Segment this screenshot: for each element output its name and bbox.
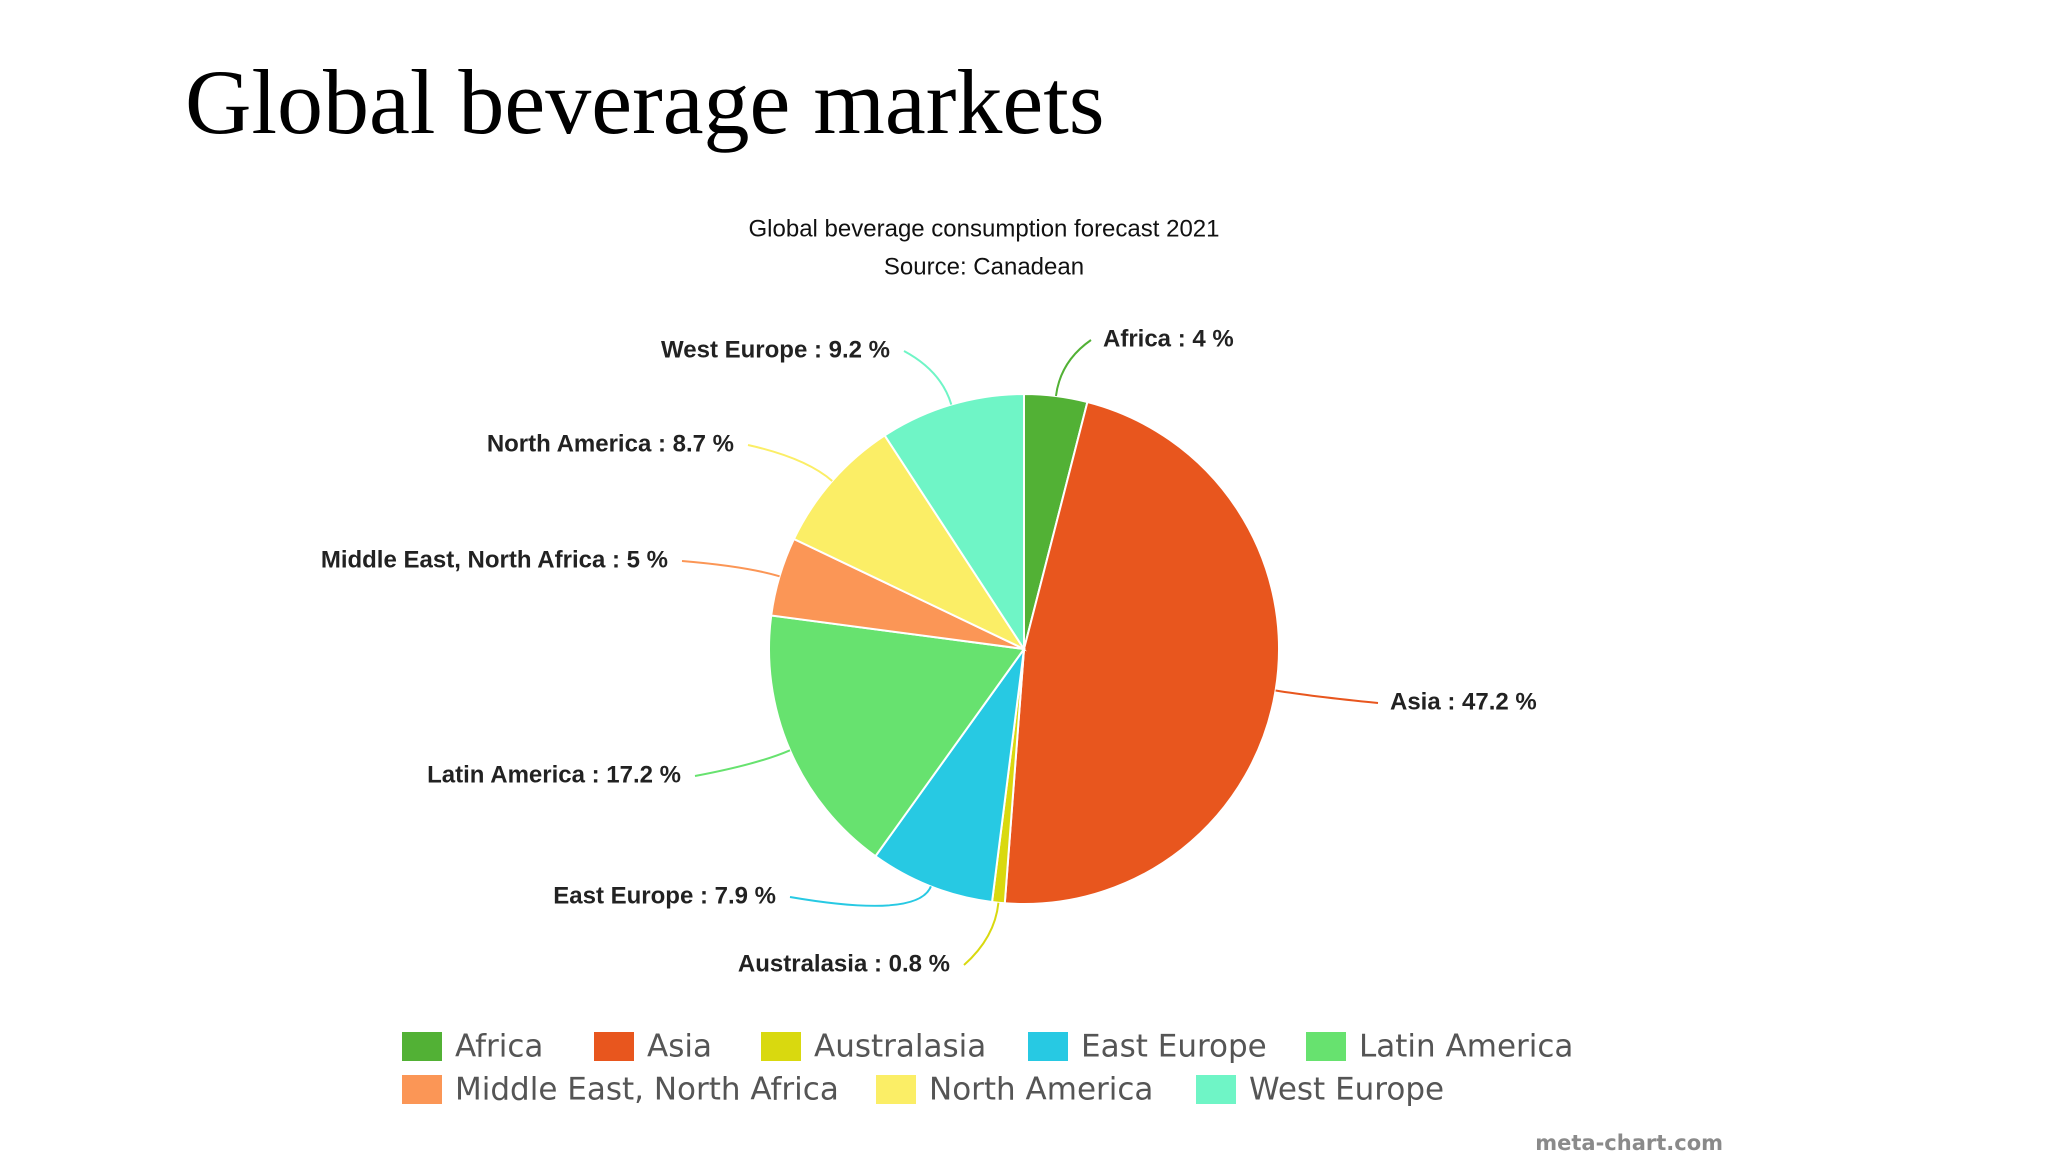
data-label: East Europe : 7.9 % [553, 882, 776, 909]
legend-label: East Europe [1081, 1029, 1267, 1065]
pie-slice [768, 614, 1026, 858]
legend-swatch [876, 1075, 916, 1104]
chart-subtitle: Source: Canadean [884, 253, 1084, 280]
data-label: West Europe : 9.2 % [661, 336, 890, 363]
data-label: Asia : 47.2 % [1390, 688, 1537, 715]
legend-label: Africa [455, 1029, 543, 1065]
legend-label: North America [929, 1072, 1153, 1108]
leader-line [694, 749, 791, 777]
pie-slice [1003, 400, 1280, 905]
legend-swatch [761, 1032, 801, 1061]
leader-line [681, 560, 780, 578]
legend-swatch [402, 1032, 442, 1061]
data-label: Middle East, North Africa : 5 % [321, 546, 668, 573]
legend-label: Asia [647, 1029, 712, 1065]
legend-swatch [1028, 1032, 1068, 1061]
legend-label: Latin America [1359, 1029, 1573, 1065]
data-label: North America : 8.7 % [487, 430, 734, 457]
legend-swatch [402, 1075, 442, 1104]
legend-label: Australasia [814, 1029, 986, 1065]
leader-line [1054, 339, 1092, 397]
leader-line [1275, 689, 1379, 704]
legend-label: Middle East, North Africa [455, 1072, 839, 1108]
data-label: Latin America : 17.2 % [427, 761, 681, 788]
pie-slice [874, 648, 1025, 904]
pie-slice [792, 434, 1027, 652]
data-label: Australasia : 0.8 % [738, 950, 950, 977]
chart-title: Global beverage consumption forecast 202… [749, 215, 1220, 242]
data-label: Africa : 4 % [1103, 325, 1234, 352]
legend-swatch [1306, 1032, 1346, 1061]
leader-line [789, 885, 932, 907]
legend-label: West Europe [1249, 1072, 1444, 1108]
legend-swatch [594, 1032, 634, 1061]
watermark: meta-chart.com [1535, 1131, 1723, 1152]
slide-title: Global beverage markets [185, 51, 1105, 153]
leader-line [963, 902, 1000, 966]
legend-swatch [1196, 1075, 1236, 1104]
leader-line [903, 350, 953, 405]
leader-line [747, 444, 833, 482]
